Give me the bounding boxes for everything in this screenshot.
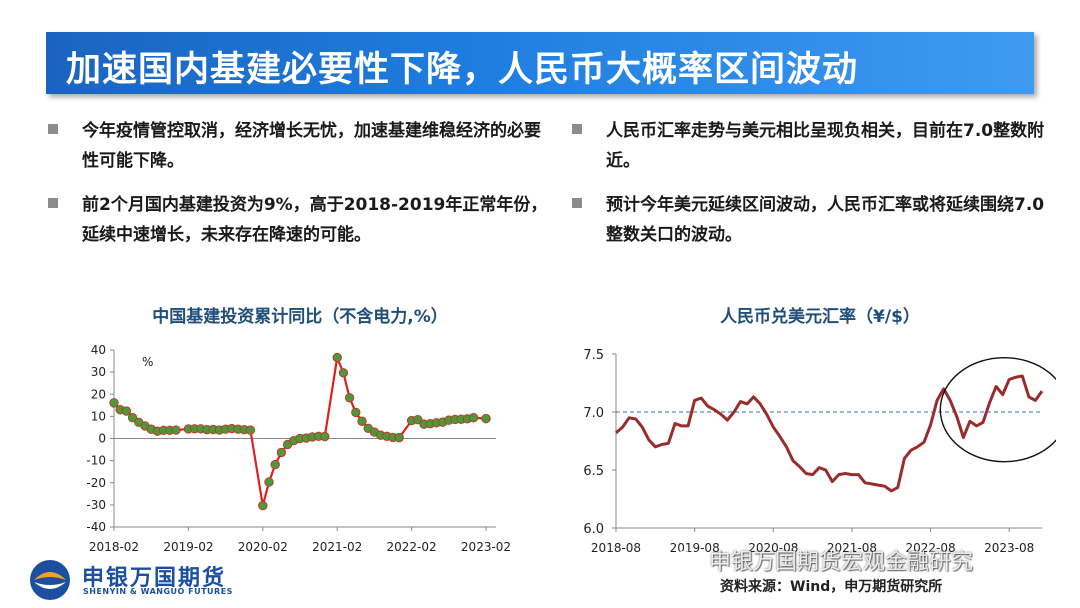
x-tick-label: 2022-08 (906, 541, 956, 555)
y-tick-label: 20 (91, 387, 106, 401)
x-tick-label: 2018-08 (591, 541, 641, 555)
x-tick-label: 2020-08 (748, 541, 798, 555)
fx-chart-title: 人民币兑美元汇率（¥/$） (720, 307, 920, 327)
x-tick-label: 2018-02 (89, 540, 139, 554)
y-axis-unit: % (142, 355, 153, 369)
company-logo: 申银万国期货 SHENYIN & WANGUO FUTURES (26, 558, 256, 602)
y-tick-label: 7.0 (583, 406, 604, 421)
logo-subtitle: SHENYIN & WANGUO FUTURES (83, 587, 233, 596)
data-point (121, 406, 132, 416)
y-tick-label: 10 (91, 409, 106, 423)
page-title: 加速国内基建必要性下降，人民币大概率区间波动 (66, 50, 859, 90)
highlight-circle (939, 356, 1056, 463)
data-point (264, 477, 274, 487)
bullet-square-icon (48, 198, 58, 208)
bullet-item: 人民币汇率走势与美元相比呈现负相关，目前在7.0整数附近。 (572, 116, 1052, 176)
data-point (394, 432, 404, 443)
infra-chart-title: 中国基建投资累计同比（不含电力,%） (152, 307, 448, 327)
bullet-square-icon (48, 124, 58, 134)
x-tick-label: 2023-08 (984, 541, 1034, 555)
y-tick-label: 6.0 (583, 522, 604, 537)
data-point (413, 414, 423, 425)
logo-name: 申银万国期货 (82, 566, 227, 591)
watermark-text: 申银万国期货宏观金融研究 (709, 550, 974, 575)
x-tick-label: 2021-02 (312, 540, 362, 554)
logo-mark-icon (30, 560, 70, 600)
x-tick-label: 2021-08 (827, 541, 877, 555)
bullet-square-icon (572, 124, 582, 134)
data-point (245, 425, 256, 435)
data-point (270, 459, 280, 470)
title-banner: 加速国内基建必要性下降，人民币大概率区间波动 (46, 32, 1034, 94)
data-point (468, 413, 479, 423)
bullet-item: 前2个月国内基建投资为9%，高于2018-2019年正常年份，延续中速增长，未来… (48, 190, 548, 250)
data-point (109, 398, 119, 408)
data-point (320, 431, 330, 442)
y-tick-label: 0 (98, 432, 106, 446)
data-point (481, 413, 491, 424)
data-point (258, 500, 268, 511)
data-point (276, 447, 287, 458)
right-bullet-list: 人民币汇率走势与美元相比呈现负相关，目前在7.0整数附近。 预计今年美元延续区间… (572, 116, 1052, 264)
x-tick-label: 2022-02 (387, 540, 437, 554)
y-tick-label: 40 (91, 343, 106, 357)
y-tick-label: -10 (86, 454, 106, 468)
data-point (332, 352, 342, 363)
bullet-text: 人民币汇率走势与美元相比呈现负相关，目前在7.0整数附近。 (606, 121, 1045, 171)
data-point (344, 393, 355, 403)
left-bullet-list: 今年疫情管控取消，经济增长无忧，加速基建维稳经济的必要性可能下降。 前2个月国内… (48, 116, 548, 264)
data-point (127, 413, 138, 423)
bullet-text: 前2个月国内基建投资为9%，高于2018-2019年正常年份，延续中速增长，未来… (82, 195, 548, 245)
infra-chart: 40 30 20 10 0 -10 -20 -30 -40 2018-02 2019-02 2020-… (86, 343, 511, 554)
y-tick-label: 7.5 (583, 348, 604, 363)
bullet-item: 预计今年美元延续区间波动，人民币汇率或将延续围绕7.0整数关口的波动。 (572, 190, 1052, 250)
data-point (351, 407, 361, 418)
data-point (338, 368, 349, 378)
x-tick-label: 2023-02 (461, 540, 511, 554)
bullet-item: 今年疫情管控取消，经济增长无忧，加速基建维稳经济的必要性可能下降。 (48, 116, 548, 176)
data-point (357, 416, 367, 426)
source-note: 资料来源：Wind，申万期货研究所 (720, 579, 943, 595)
x-tick-label: 2019-02 (163, 540, 213, 554)
x-tick-label: 2020-02 (238, 540, 288, 554)
y-tick-label: -40 (86, 520, 106, 534)
y-tick-label: -30 (86, 498, 106, 512)
bullet-text: 预计今年美元延续区间波动，人民币汇率或将延续围绕7.0整数关口的波动。 (606, 195, 1045, 245)
y-tick-label: 30 (91, 365, 106, 379)
bullet-text: 今年疫情管控取消，经济增长无忧，加速基建维稳经济的必要性可能下降。 (82, 121, 541, 171)
wechat-icon (673, 551, 701, 571)
y-tick-label: 6.5 (583, 464, 604, 479)
data-point (171, 425, 181, 435)
series-line (615, 374, 1044, 493)
wechat-watermark: 申银万国期货宏观金融研究 (672, 544, 974, 575)
y-tick-label: -20 (86, 476, 106, 490)
bullet-square-icon (572, 198, 582, 208)
